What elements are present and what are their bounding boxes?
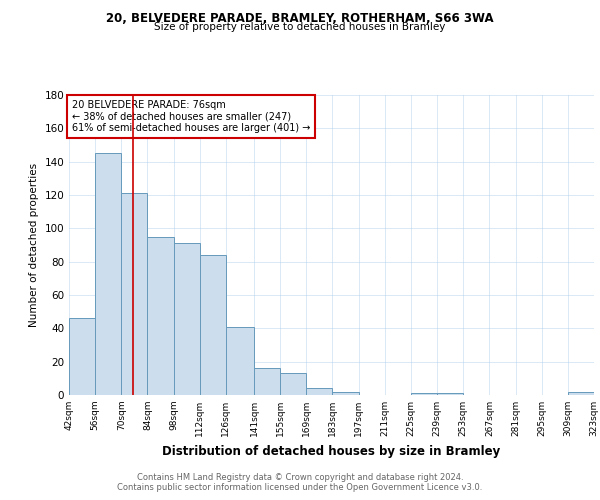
Text: 20, BELVEDERE PARADE, BRAMLEY, ROTHERHAM, S66 3WA: 20, BELVEDERE PARADE, BRAMLEY, ROTHERHAM… bbox=[106, 12, 494, 26]
Bar bbox=[95, 154, 121, 395]
Text: Contains HM Land Registry data © Crown copyright and database right 2024.: Contains HM Land Registry data © Crown c… bbox=[137, 472, 463, 482]
Bar bbox=[226, 326, 254, 395]
Bar bbox=[332, 392, 359, 395]
Text: Size of property relative to detached houses in Bramley: Size of property relative to detached ho… bbox=[154, 22, 446, 32]
Bar bbox=[280, 374, 306, 395]
Bar bbox=[306, 388, 332, 395]
Bar bbox=[69, 318, 95, 395]
X-axis label: Distribution of detached houses by size in Bramley: Distribution of detached houses by size … bbox=[163, 444, 500, 458]
Bar bbox=[568, 392, 594, 395]
Text: 20 BELVEDERE PARADE: 76sqm
← 38% of detached houses are smaller (247)
61% of sem: 20 BELVEDERE PARADE: 76sqm ← 38% of deta… bbox=[71, 100, 310, 132]
Bar bbox=[148, 236, 173, 395]
Bar bbox=[437, 394, 463, 395]
Bar bbox=[254, 368, 280, 395]
Bar bbox=[200, 255, 226, 395]
Text: Contains public sector information licensed under the Open Government Licence v3: Contains public sector information licen… bbox=[118, 484, 482, 492]
Bar bbox=[411, 394, 437, 395]
Y-axis label: Number of detached properties: Number of detached properties bbox=[29, 163, 39, 327]
Bar bbox=[173, 244, 200, 395]
Bar bbox=[121, 194, 148, 395]
